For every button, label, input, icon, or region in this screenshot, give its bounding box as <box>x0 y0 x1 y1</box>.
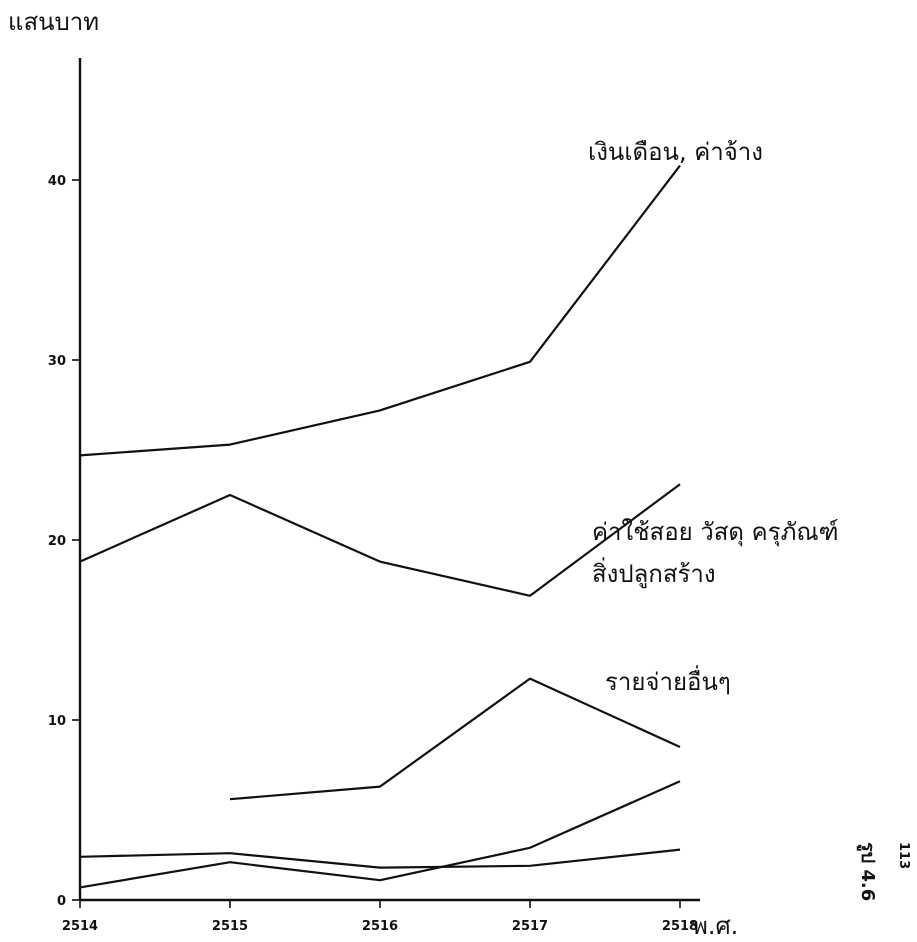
y-tick-label-10: 10 <box>48 714 66 729</box>
x-tick-label-2514: 2514 <box>62 919 98 934</box>
series-line-3 <box>79 780 681 889</box>
figure-label: รูป 4.6 <box>856 842 878 901</box>
corner-label-group: รูป 4.6 <box>856 842 878 901</box>
series-line-4 <box>79 848 681 869</box>
page-number-group: 113 <box>896 842 911 869</box>
annotation-operating-line2: สิ่งปลูกสร้าง <box>592 557 716 589</box>
series-line-2 <box>229 677 681 801</box>
series-line-0 <box>79 164 681 457</box>
x-tick-label-2516: 2516 <box>362 919 398 934</box>
annotation-salary: เงินเดือน, ค่าจ้าง <box>588 138 763 166</box>
y-tick-label-0: 0 <box>57 894 66 909</box>
ticks: 0 10 20 30 40 2514 2515 2516 2517 2518 <box>48 174 698 934</box>
x-tick-label-2517: 2517 <box>512 919 548 934</box>
annotation-operating-line1: ค่าใช้สอย วัสดุ ครุภัณฑ์ <box>592 518 839 547</box>
x-tick-label-2515: 2515 <box>212 919 248 934</box>
page-number: 113 <box>896 842 911 869</box>
x-axis-label: พ.ศ. <box>692 912 738 940</box>
y-tick-label-30: 30 <box>48 354 66 369</box>
series-line-1 <box>79 483 681 597</box>
x-tick-label-2518: 2518 <box>662 919 698 934</box>
y-tick-label-40: 40 <box>48 174 66 189</box>
y-axis-label: แสนบาท <box>8 8 99 36</box>
y-tick-label-20: 20 <box>48 534 66 549</box>
axes <box>78 58 700 902</box>
annotation-other: รายจ่ายอื่นๆ <box>605 665 731 696</box>
series-group <box>79 164 681 889</box>
